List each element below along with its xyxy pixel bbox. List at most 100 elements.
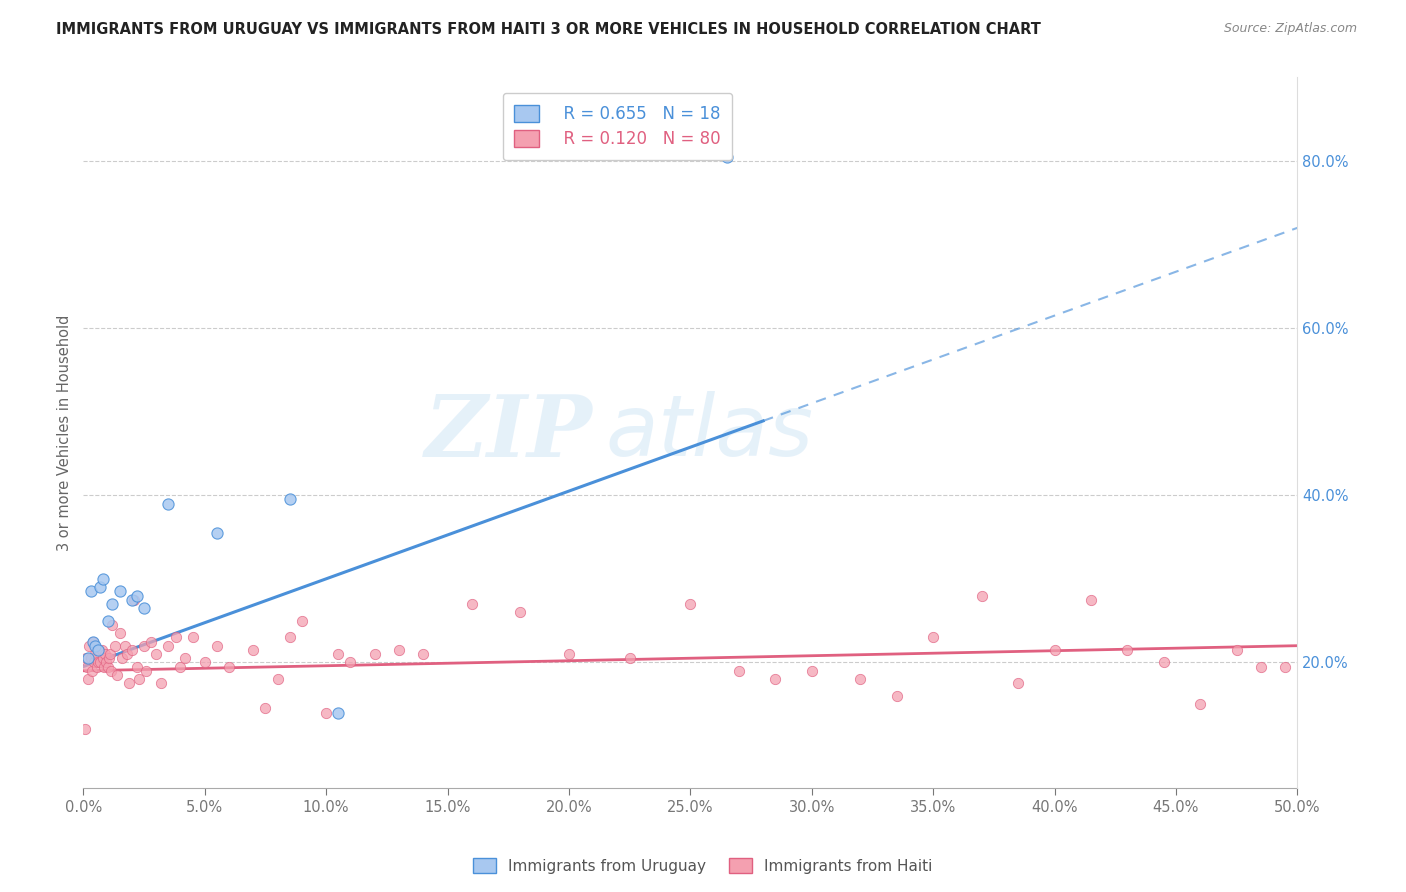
Point bbox=[86, 659, 108, 673]
Point bbox=[97, 651, 120, 665]
Text: Source: ZipAtlas.com: Source: ZipAtlas.com bbox=[1223, 22, 1357, 36]
Point bbox=[118, 676, 141, 690]
Point bbox=[87, 643, 110, 657]
Point bbox=[141, 634, 163, 648]
Legend: Immigrants from Uruguay, Immigrants from Haiti: Immigrants from Uruguay, Immigrants from… bbox=[467, 852, 939, 880]
Y-axis label: 3 or more Vehicles in Household: 3 or more Vehicles in Household bbox=[58, 314, 72, 550]
Point bbox=[82, 634, 104, 648]
Point bbox=[104, 639, 127, 653]
Point bbox=[194, 656, 217, 670]
Point bbox=[76, 659, 98, 673]
Point bbox=[205, 525, 228, 540]
Point bbox=[87, 656, 110, 670]
Point bbox=[728, 664, 751, 678]
Point bbox=[157, 497, 180, 511]
Point bbox=[388, 643, 411, 657]
Point bbox=[100, 664, 122, 678]
Point bbox=[145, 647, 167, 661]
Point bbox=[716, 150, 738, 164]
Point bbox=[87, 643, 110, 657]
Point bbox=[763, 672, 786, 686]
Point bbox=[91, 651, 114, 665]
Point bbox=[461, 597, 484, 611]
Point bbox=[93, 659, 115, 673]
Point bbox=[886, 689, 908, 703]
Point bbox=[111, 651, 134, 665]
Point bbox=[79, 651, 101, 665]
Point bbox=[328, 647, 350, 661]
Point bbox=[205, 639, 228, 653]
Point bbox=[412, 647, 434, 661]
Point bbox=[157, 639, 180, 653]
Point bbox=[181, 631, 204, 645]
Legend:   R = 0.655   N = 18,   R = 0.120   N = 80: R = 0.655 N = 18, R = 0.120 N = 80 bbox=[503, 93, 733, 160]
Point bbox=[94, 647, 117, 661]
Point bbox=[125, 589, 148, 603]
Point bbox=[339, 656, 361, 670]
Point bbox=[363, 647, 385, 661]
Point bbox=[1116, 643, 1139, 657]
Point bbox=[315, 706, 337, 720]
Point bbox=[82, 634, 104, 648]
Point bbox=[328, 706, 350, 720]
Point bbox=[278, 492, 301, 507]
Point bbox=[89, 656, 111, 670]
Text: atlas: atlas bbox=[606, 391, 813, 474]
Point bbox=[679, 597, 702, 611]
Point bbox=[73, 723, 96, 737]
Point bbox=[278, 631, 301, 645]
Point bbox=[101, 617, 124, 632]
Point bbox=[266, 672, 288, 686]
Point bbox=[254, 701, 277, 715]
Point bbox=[218, 659, 240, 673]
Text: ZIP: ZIP bbox=[425, 391, 593, 475]
Point bbox=[105, 668, 128, 682]
Point bbox=[132, 639, 155, 653]
Point bbox=[1189, 697, 1212, 711]
Point bbox=[150, 676, 173, 690]
Point bbox=[169, 659, 191, 673]
Point bbox=[80, 664, 103, 678]
Point bbox=[922, 631, 945, 645]
Point bbox=[619, 651, 641, 665]
Point bbox=[121, 643, 143, 657]
Point bbox=[101, 597, 124, 611]
Point bbox=[91, 572, 114, 586]
Point bbox=[97, 614, 120, 628]
Point bbox=[558, 647, 581, 661]
Point bbox=[84, 639, 107, 653]
Point bbox=[165, 631, 187, 645]
Point bbox=[1153, 656, 1175, 670]
Point bbox=[79, 584, 101, 599]
Point bbox=[132, 601, 155, 615]
Point bbox=[509, 605, 531, 619]
Text: IMMIGRANTS FROM URUGUAY VS IMMIGRANTS FROM HAITI 3 OR MORE VEHICLES IN HOUSEHOLD: IMMIGRANTS FROM URUGUAY VS IMMIGRANTS FR… bbox=[56, 22, 1040, 37]
Point bbox=[128, 672, 150, 686]
Point bbox=[125, 659, 148, 673]
Point bbox=[1080, 592, 1102, 607]
Point bbox=[114, 639, 136, 653]
Point bbox=[108, 584, 131, 599]
Point bbox=[115, 647, 138, 661]
Point bbox=[90, 643, 112, 657]
Point bbox=[98, 647, 121, 661]
Point bbox=[77, 651, 100, 665]
Point bbox=[84, 647, 107, 661]
Point bbox=[97, 659, 120, 673]
Point bbox=[77, 672, 100, 686]
Point bbox=[174, 651, 197, 665]
Point bbox=[1250, 659, 1272, 673]
Point bbox=[108, 626, 131, 640]
Point bbox=[1043, 643, 1066, 657]
Point bbox=[291, 614, 314, 628]
Point bbox=[124, 592, 146, 607]
Point bbox=[849, 672, 872, 686]
Point bbox=[970, 589, 993, 603]
Point bbox=[242, 643, 264, 657]
Point bbox=[1007, 676, 1029, 690]
Point bbox=[75, 651, 97, 665]
Point bbox=[96, 656, 118, 670]
Point bbox=[1226, 643, 1249, 657]
Point bbox=[135, 664, 157, 678]
Point bbox=[121, 592, 143, 607]
